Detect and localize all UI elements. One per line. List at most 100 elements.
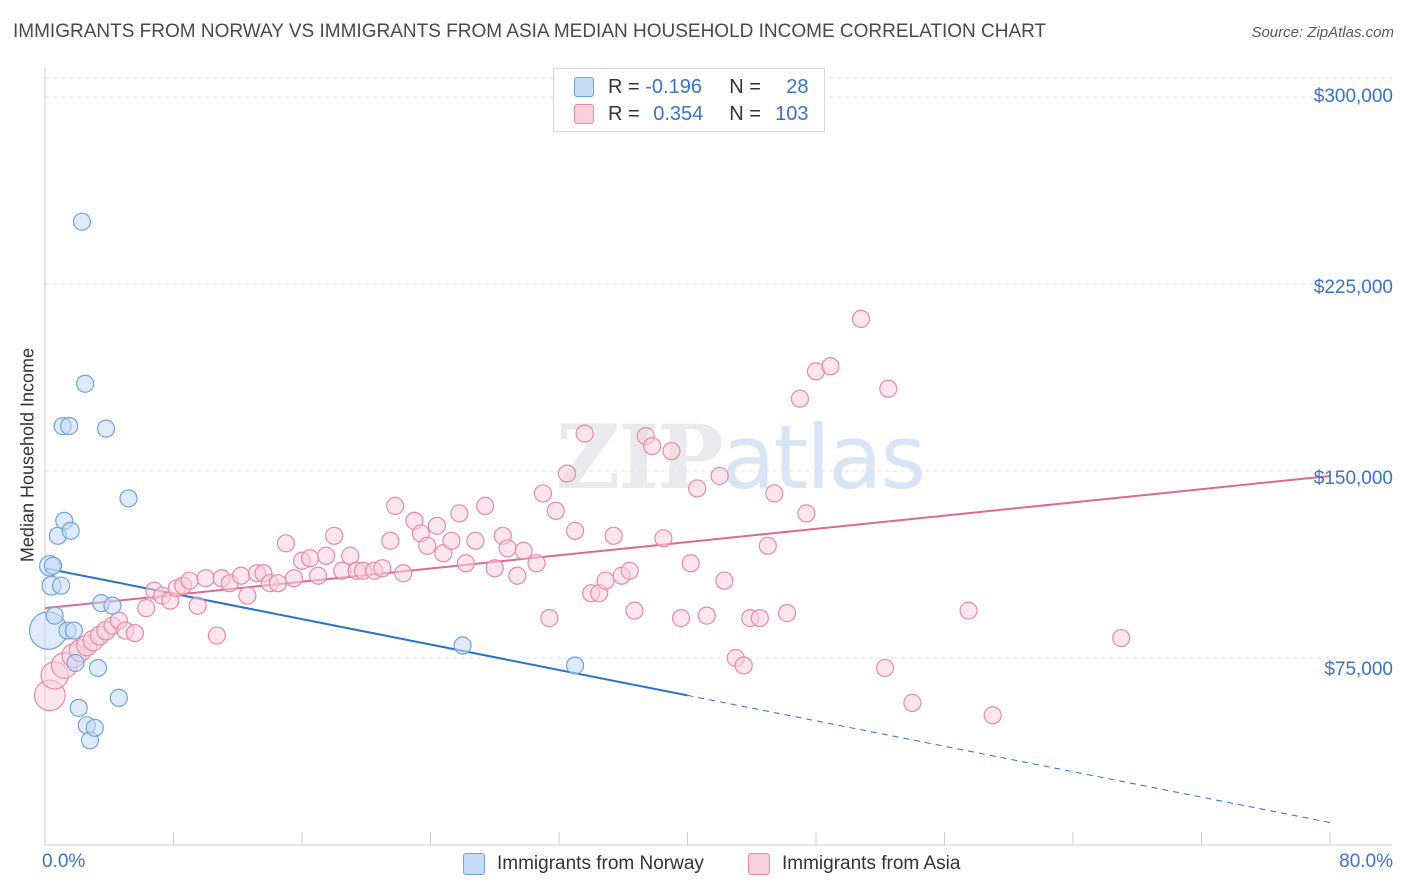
data-point-asia bbox=[903, 693, 922, 712]
data-point-asia bbox=[662, 441, 681, 461]
data-point-asia bbox=[765, 484, 784, 503]
data-point-asia bbox=[456, 554, 475, 573]
data-point-asia bbox=[373, 559, 392, 578]
data-point-asia bbox=[983, 706, 1002, 725]
data-point-asia bbox=[300, 549, 320, 568]
data-point-asia bbox=[137, 599, 156, 618]
legend-n-value: 103 bbox=[775, 102, 809, 125]
bottom-legend-norway-label: Immigrants from Norway bbox=[497, 853, 704, 874]
data-point-asia bbox=[790, 389, 810, 408]
data-point-asia bbox=[533, 484, 553, 503]
data-point-asia bbox=[466, 531, 485, 550]
data-point-asia bbox=[268, 574, 288, 593]
data-point-asia bbox=[180, 571, 199, 590]
data-point-asia bbox=[734, 656, 753, 675]
data-point-asia bbox=[485, 559, 504, 578]
data-point-norway bbox=[45, 606, 64, 625]
x-tick-max: 80.0% bbox=[1339, 851, 1393, 872]
data-point-asia bbox=[316, 546, 336, 565]
data-point-asia bbox=[959, 601, 978, 620]
data-point-asia bbox=[540, 609, 559, 628]
data-point-asia bbox=[604, 526, 623, 545]
data-point-asia bbox=[196, 569, 215, 588]
data-point-asia bbox=[498, 539, 517, 558]
data-point-asia bbox=[276, 534, 296, 553]
data-point-asia bbox=[207, 626, 226, 645]
data-point-norway bbox=[109, 688, 128, 707]
data-point-asia bbox=[386, 496, 405, 516]
legend-r-value: -0.196 bbox=[645, 75, 702, 98]
x-tick-min: 0.0% bbox=[42, 851, 86, 872]
data-point-asia bbox=[851, 309, 871, 329]
data-point-asia bbox=[797, 504, 816, 523]
legend-r-value: 0.354 bbox=[653, 102, 704, 125]
data-point-asia bbox=[514, 541, 533, 560]
data-point-asia bbox=[442, 531, 461, 550]
bottom-legend-asia: Immigrants from Asia bbox=[748, 851, 960, 877]
data-point-asia bbox=[710, 466, 729, 486]
data-point-asia bbox=[188, 596, 207, 615]
data-point-norway bbox=[43, 556, 63, 575]
legend-n-label: N = bbox=[729, 75, 761, 98]
legend-n-label: N = bbox=[729, 102, 761, 125]
data-point-asia bbox=[596, 571, 615, 590]
data-point-asia bbox=[308, 566, 328, 585]
y-tick-75000: $75,000 bbox=[1324, 659, 1393, 680]
data-point-asia bbox=[643, 436, 662, 456]
data-point-norway bbox=[85, 718, 104, 737]
data-point-asia bbox=[418, 536, 437, 555]
data-point-asia bbox=[879, 379, 898, 398]
bottom-legend-norway: Immigrants from Norway bbox=[463, 851, 704, 877]
data-point-asia bbox=[758, 536, 777, 555]
data-point-asia bbox=[284, 569, 304, 588]
legend-swatch-norway bbox=[574, 77, 594, 97]
data-point-norway bbox=[61, 521, 80, 540]
data-point-asia bbox=[394, 564, 413, 583]
data-point-asia bbox=[427, 516, 447, 535]
data-point-asia bbox=[325, 526, 344, 545]
data-point-asia bbox=[231, 566, 251, 585]
data-point-asia bbox=[527, 554, 546, 573]
data-point-asia bbox=[508, 566, 527, 585]
legend-row-norway: R = -0.196 N = 28 bbox=[574, 74, 809, 100]
data-point-norway bbox=[96, 419, 116, 438]
axes bbox=[44, 68, 1392, 846]
data-point-norway bbox=[76, 374, 95, 393]
data-point-norway bbox=[72, 212, 92, 231]
data-point-norway bbox=[88, 658, 108, 678]
data-point-asia bbox=[381, 531, 400, 550]
data-point-norway bbox=[64, 621, 84, 640]
correlation-legend: R = -0.196 N = 28 R = 0.354 N = 103 bbox=[553, 68, 825, 132]
data-point-asia bbox=[546, 501, 565, 520]
data-point-asia bbox=[688, 479, 707, 498]
bottom-legend-asia-label: Immigrants from Asia bbox=[782, 853, 961, 874]
source-label: Source: ZipAtlas.com bbox=[1251, 24, 1394, 41]
watermark-atlas: atlas bbox=[721, 406, 927, 509]
data-point-asia bbox=[697, 606, 716, 625]
data-point-asia bbox=[1112, 628, 1131, 648]
data-point-asia bbox=[625, 601, 644, 620]
data-point-asia bbox=[341, 546, 360, 565]
legend-row-asia: R = 0.354 N = 103 bbox=[574, 101, 809, 127]
data-point-asia bbox=[565, 521, 585, 540]
data-point-asia bbox=[557, 464, 577, 483]
trend-line-norway-extension bbox=[687, 694, 1331, 824]
data-point-asia bbox=[654, 529, 673, 548]
data-point-asia bbox=[715, 571, 734, 590]
data-point-asia bbox=[821, 357, 840, 376]
data-point-asia bbox=[620, 561, 639, 580]
data-point-asia bbox=[125, 623, 145, 643]
data-point-norway bbox=[119, 489, 138, 508]
bottom-swatch-asia bbox=[748, 853, 770, 875]
data-point-asia bbox=[777, 604, 797, 623]
data-point-norway bbox=[103, 596, 122, 615]
chart-title: IMMIGRANTS FROM NORWAY VS IMMIGRANTS FRO… bbox=[13, 21, 1047, 42]
data-point-asia bbox=[238, 586, 257, 605]
data-points bbox=[28, 212, 1131, 750]
legend-r-label: R = bbox=[608, 102, 640, 125]
legend-r-label: R = bbox=[608, 75, 640, 98]
data-point-norway bbox=[51, 576, 71, 595]
data-point-asia bbox=[875, 658, 895, 678]
y-tick-300000: $300,000 bbox=[1313, 86, 1393, 107]
